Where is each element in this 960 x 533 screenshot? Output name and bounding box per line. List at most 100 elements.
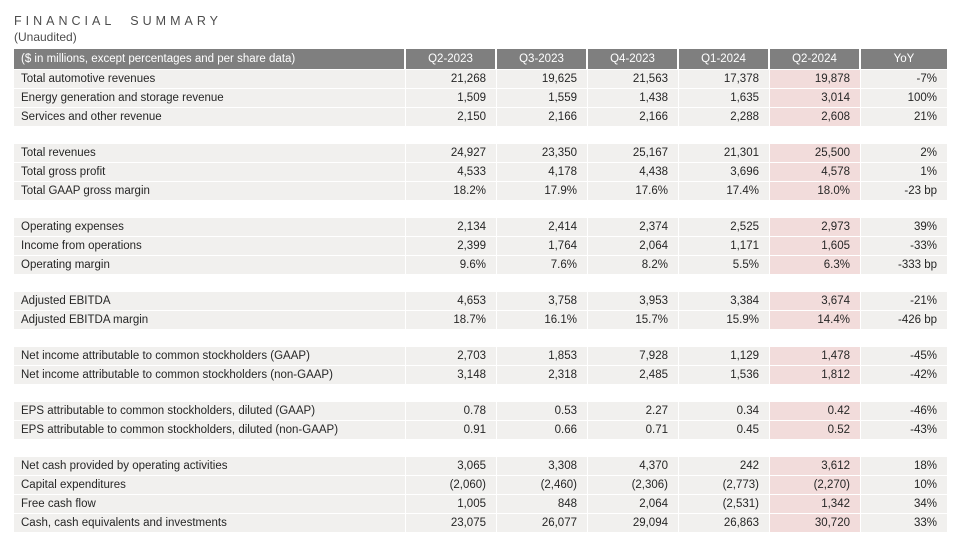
cell-value: 21,563: [588, 70, 679, 89]
cell-value-highlighted: 14.4%: [770, 311, 861, 330]
page-title: FINANCIAL SUMMARY: [14, 14, 222, 28]
cell-value: 1,536: [679, 366, 770, 385]
cell-value-yoy: -46%: [861, 402, 947, 421]
cell-value: 4,178: [497, 163, 588, 182]
row-label: Income from operations: [14, 237, 406, 256]
spacer-cell: [14, 275, 947, 292]
column-header-q1-2024: Q1-2024: [679, 49, 770, 70]
cell-value-yoy: 39%: [861, 218, 947, 237]
cell-value-highlighted: 3,674: [770, 292, 861, 311]
table-row: Total gross profit 4,533 4,178 4,438 3,696 4,…: [14, 163, 947, 182]
table-row: Adjusted EBITDA 4,653 3,758 3,953 3,384 3,674…: [14, 292, 947, 311]
cell-value: 3,148: [406, 366, 497, 385]
cell-value: 2,703: [406, 347, 497, 366]
cell-value: 4,533: [406, 163, 497, 182]
cell-value: 0.53: [497, 402, 588, 421]
cell-value-highlighted: 6.3%: [770, 256, 861, 275]
cell-value: 1,635: [679, 89, 770, 108]
cell-value: 15.7%: [588, 311, 679, 330]
cell-value: 17,378: [679, 70, 770, 89]
table-row: Cash, cash equivalents and investments 23…: [14, 514, 947, 533]
cell-value-highlighted: 0.52: [770, 421, 861, 440]
cell-value-highlighted: 3,612: [770, 457, 861, 476]
cell-value: 3,758: [497, 292, 588, 311]
cell-value: 1,559: [497, 89, 588, 108]
cell-value-highlighted: 19,878: [770, 70, 861, 89]
cell-value-highlighted: 0.42: [770, 402, 861, 421]
spacer-row: [14, 330, 947, 347]
row-label: Cash, cash equivalents and investments: [14, 514, 406, 533]
cell-value: 18.7%: [406, 311, 497, 330]
table-row: Services and other revenue 2,150 2,166 2,16…: [14, 108, 947, 127]
cell-value: 26,863: [679, 514, 770, 533]
cell-value: 17.4%: [679, 182, 770, 201]
column-header-yoy: YoY: [861, 49, 947, 70]
column-header-q3-2023: Q3-2023: [497, 49, 588, 70]
table-row: Net income attributable to common stockh…: [14, 366, 947, 385]
row-label: Adjusted EBITDA margin: [14, 311, 406, 330]
table-row: Capital expenditures (2,060) (2,460) (2,306…: [14, 476, 947, 495]
cell-value-highlighted: 1,812: [770, 366, 861, 385]
cell-value: 16.1%: [497, 311, 588, 330]
cell-value: 2,525: [679, 218, 770, 237]
row-label: Total gross profit: [14, 163, 406, 182]
cell-value: 2,374: [588, 218, 679, 237]
cell-value: 2,399: [406, 237, 497, 256]
cell-value-highlighted: 30,720: [770, 514, 861, 533]
row-label: Total revenues: [14, 144, 406, 163]
cell-value: 25,167: [588, 144, 679, 163]
cell-value: 7.6%: [497, 256, 588, 275]
cell-value-yoy: -43%: [861, 421, 947, 440]
cell-value: (2,773): [679, 476, 770, 495]
row-label: Operating expenses: [14, 218, 406, 237]
table-body: Total automotive revenues 21,268 19,625 21,…: [14, 70, 947, 533]
cell-value-highlighted: 4,578: [770, 163, 861, 182]
cell-value: 2,166: [588, 108, 679, 127]
cell-value-yoy: -23 bp: [861, 182, 947, 201]
cell-value-yoy: 100%: [861, 89, 947, 108]
cell-value: 0.91: [406, 421, 497, 440]
cell-value-highlighted: (2,270): [770, 476, 861, 495]
table-header: ($ in millions, except percentages and p…: [14, 49, 947, 70]
cell-value: 0.45: [679, 421, 770, 440]
table-row: Adjusted EBITDA margin 18.7% 16.1% 15.7% 15.…: [14, 311, 947, 330]
cell-value: 1,764: [497, 237, 588, 256]
cell-value: 2,150: [406, 108, 497, 127]
row-label: Services and other revenue: [14, 108, 406, 127]
table-row: Total automotive revenues 21,268 19,625 21,…: [14, 70, 947, 89]
header-row: ($ in millions, except percentages and p…: [14, 49, 947, 70]
column-header-q2-2024: Q2-2024: [770, 49, 861, 70]
cell-value: 15.9%: [679, 311, 770, 330]
cell-value: 8.2%: [588, 256, 679, 275]
cell-value: (2,306): [588, 476, 679, 495]
spacer-row: [14, 440, 947, 457]
cell-value-yoy: 2%: [861, 144, 947, 163]
cell-value: 4,370: [588, 457, 679, 476]
cell-value: 2.27: [588, 402, 679, 421]
row-label: Net cash provided by operating activitie…: [14, 457, 406, 476]
cell-value: 23,350: [497, 144, 588, 163]
cell-value-highlighted: 2,608: [770, 108, 861, 127]
cell-value: 3,953: [588, 292, 679, 311]
cell-value: 2,318: [497, 366, 588, 385]
cell-value-highlighted: 3,014: [770, 89, 861, 108]
cell-value: 2,166: [497, 108, 588, 127]
cell-value: 1,853: [497, 347, 588, 366]
financial-summary-table: ($ in millions, except percentages and p…: [14, 49, 947, 533]
cell-value: (2,460): [497, 476, 588, 495]
cell-value: 21,301: [679, 144, 770, 163]
cell-value: 3,065: [406, 457, 497, 476]
row-label: Energy generation and storage revenue: [14, 89, 406, 108]
cell-value-highlighted: 25,500: [770, 144, 861, 163]
row-label: Adjusted EBITDA: [14, 292, 406, 311]
cell-value: (2,060): [406, 476, 497, 495]
cell-value: 2,288: [679, 108, 770, 127]
cell-value-yoy: 1%: [861, 163, 947, 182]
cell-value-highlighted: 1,478: [770, 347, 861, 366]
page-subtitle: (Unaudited): [14, 30, 77, 44]
spacer-cell: [14, 440, 947, 457]
unit-label-header: ($ in millions, except percentages and p…: [14, 49, 406, 70]
table-row: Operating expenses 2,134 2,414 2,374 2,525 2,…: [14, 218, 947, 237]
spacer-row: [14, 127, 947, 144]
cell-value: 5.5%: [679, 256, 770, 275]
